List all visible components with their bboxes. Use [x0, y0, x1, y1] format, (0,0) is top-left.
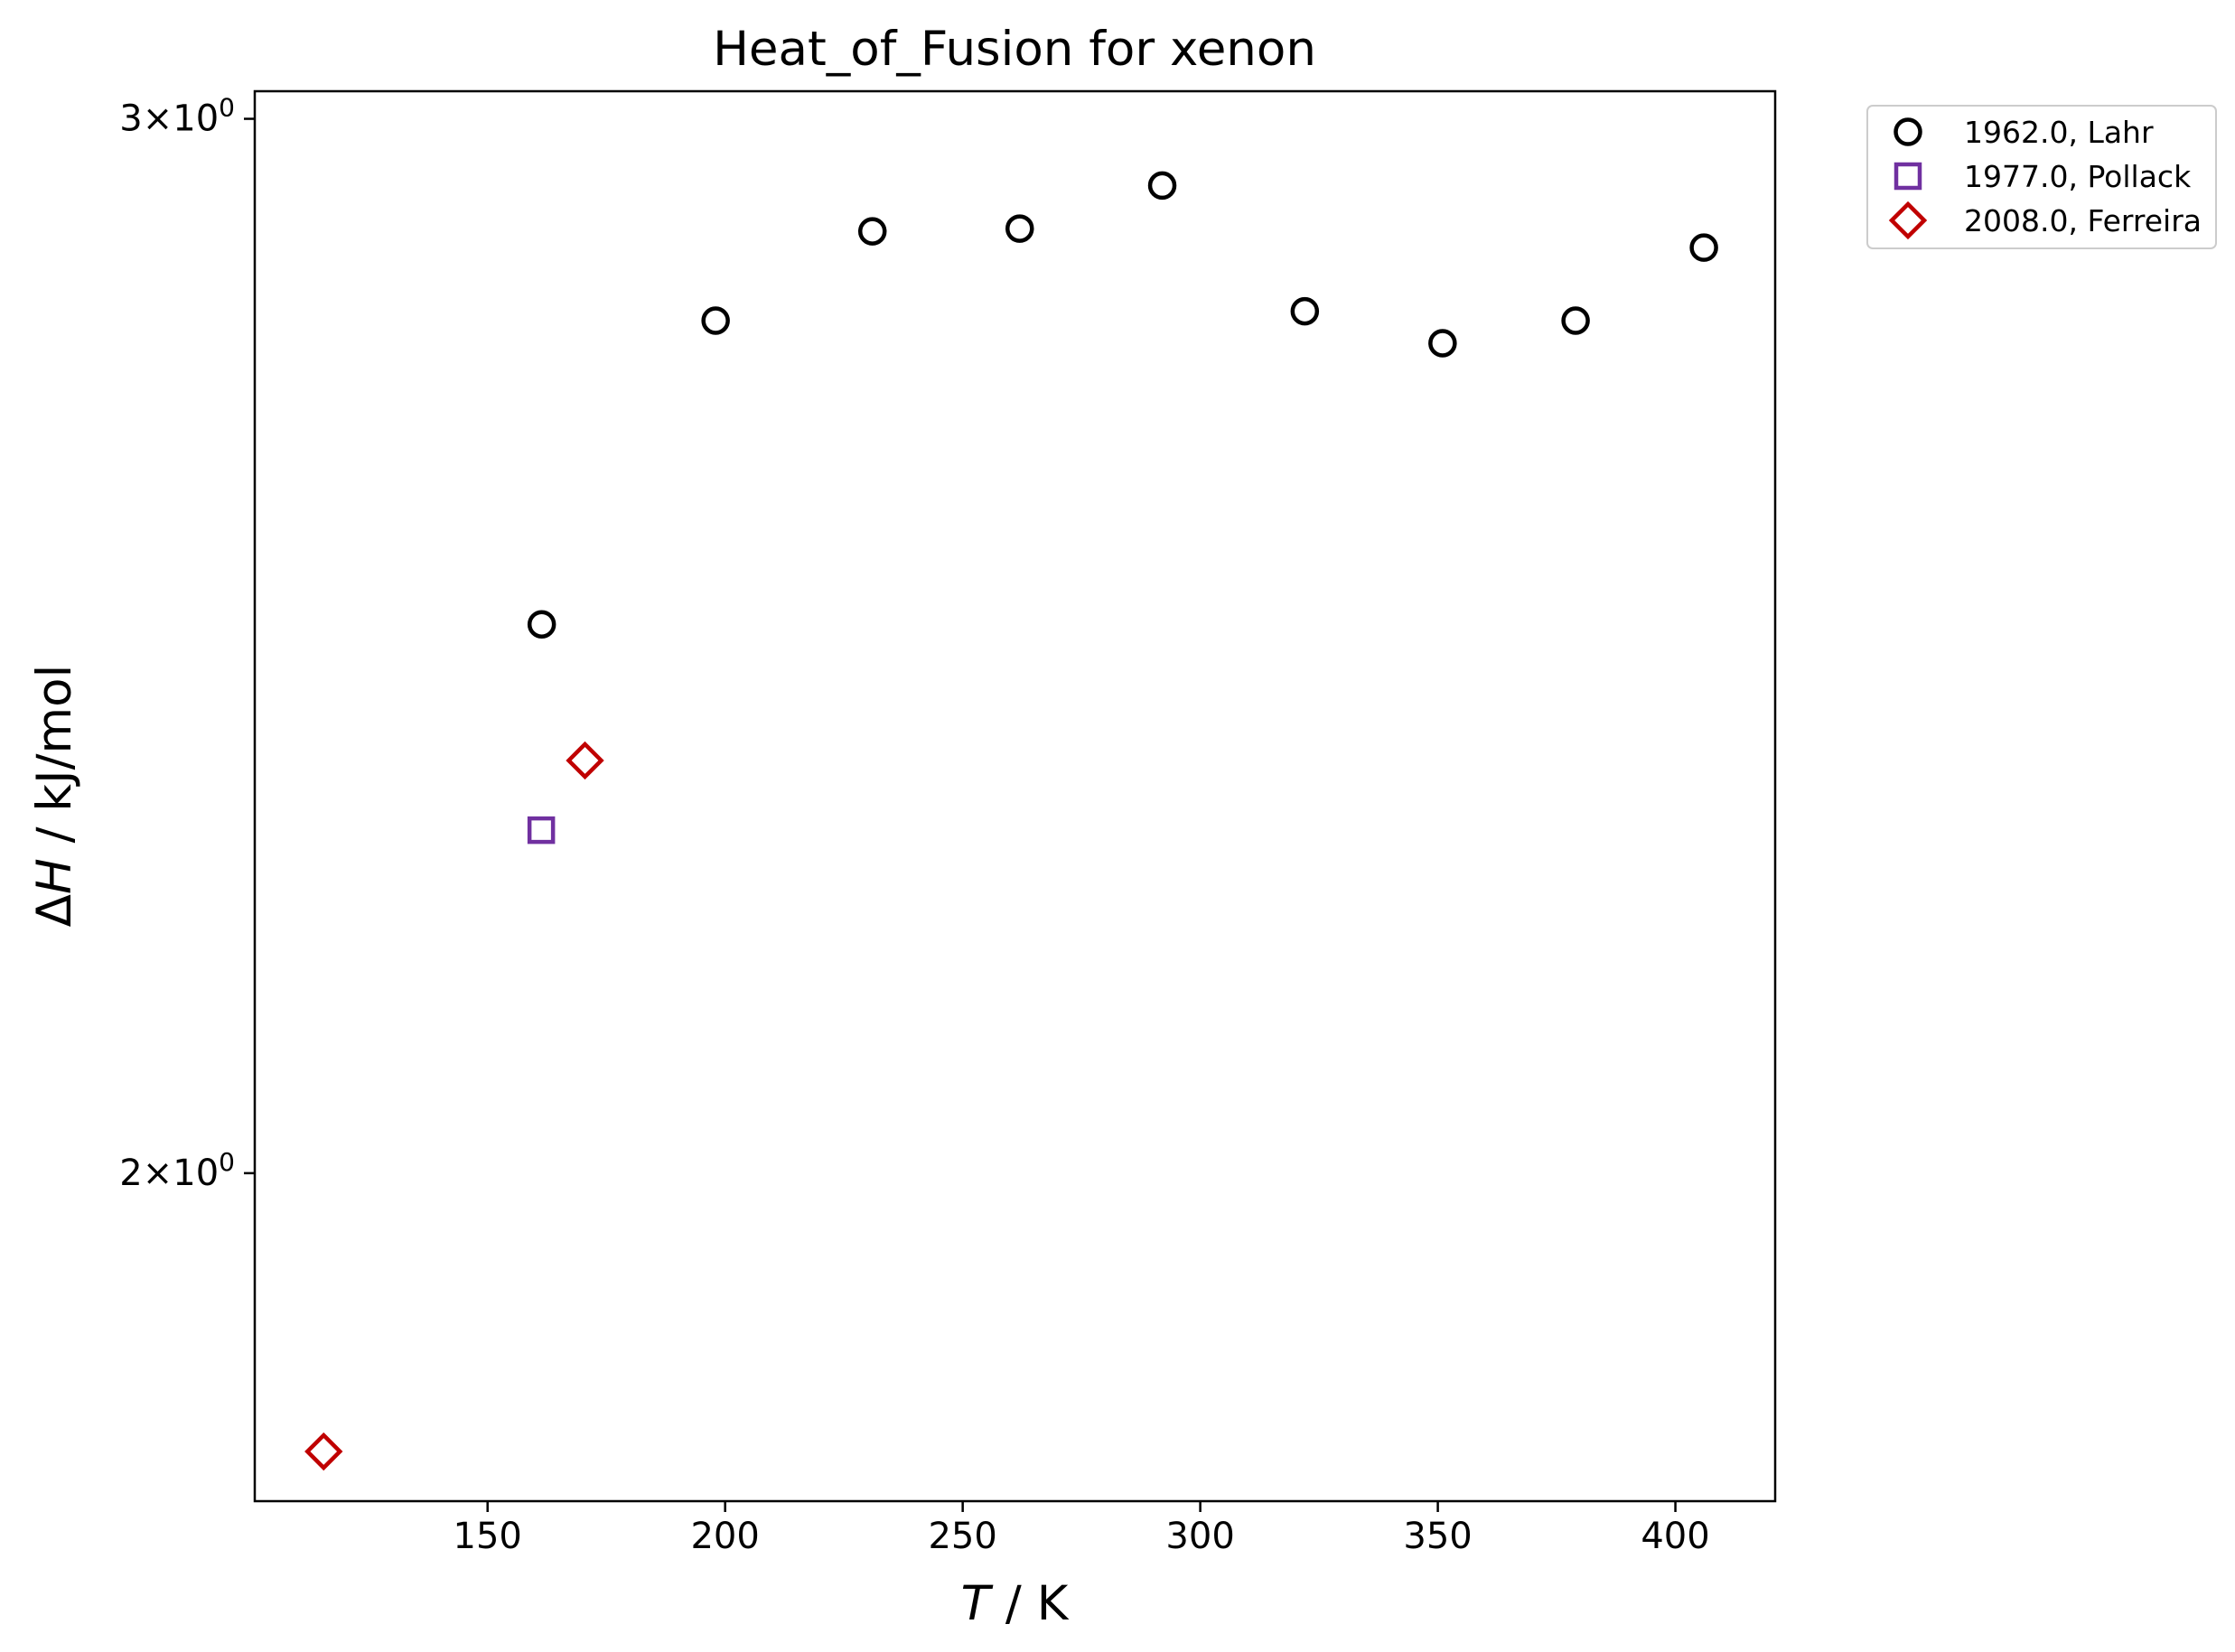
- data-point-circle: [1689, 233, 1718, 262]
- data-markers: [304, 171, 1718, 1471]
- y-axis-delta: Δ: [27, 894, 82, 927]
- x-tick-label: 250: [928, 1516, 996, 1557]
- data-point-circle: [857, 217, 887, 246]
- plot-area: 150 200 250 300 350 400 2×100 3×100: [119, 89, 1777, 1557]
- legend-marker-diamond: [1888, 201, 1928, 240]
- legend-label: 1962.0, Lahr: [1964, 115, 2154, 150]
- legend-marker-circle: [1894, 117, 1922, 146]
- data-point-circle: [1290, 296, 1320, 326]
- data-point-diamond: [304, 1432, 343, 1471]
- chart-title: Heat_of_Fusion for xenon: [713, 22, 1316, 77]
- y-tick-label: 3×100: [119, 93, 235, 140]
- y-tick-label: 2×100: [119, 1147, 235, 1194]
- x-tick-label: 350: [1403, 1516, 1472, 1557]
- x-axis-label: T / K: [961, 1576, 1070, 1631]
- data-point-circle: [1428, 329, 1457, 358]
- x-tick-label: 400: [1641, 1516, 1709, 1557]
- y-axis-symbol: H: [27, 858, 82, 894]
- data-point-circle: [701, 306, 730, 335]
- legend-label: 2008.0, Ferreira: [1964, 203, 2202, 238]
- legend-label: 1977.0, Pollack: [1964, 159, 2192, 194]
- x-axis-unit: / K: [990, 1576, 1070, 1631]
- data-point-circle: [527, 610, 556, 639]
- legend-frame: [1866, 105, 2217, 249]
- x-tick-label: 200: [690, 1516, 759, 1557]
- x-tick-label: 150: [454, 1516, 522, 1557]
- x-tick-label: 300: [1165, 1516, 1234, 1557]
- data-point-diamond: [566, 741, 604, 780]
- data-point-circle: [1561, 306, 1590, 335]
- legend: 1962.0, Lahr 1977.0, Pollack 2008.0, Ferre…: [1866, 105, 2217, 249]
- data-point-circle: [1147, 171, 1177, 201]
- y-axis-ticks: 2×100 3×100: [119, 93, 255, 1194]
- legend-marker-square: [1894, 162, 1922, 191]
- plot-frame: [253, 89, 1777, 1503]
- data-point-square: [527, 816, 556, 845]
- data-point-circle: [1005, 214, 1034, 243]
- x-axis-ticks: 150 200 250 300 350 400: [454, 1501, 1710, 1557]
- y-axis-unit: / kJ/mol: [27, 665, 82, 859]
- y-axis-label: ΔH / kJ/mol: [27, 665, 82, 928]
- x-axis-symbol: T: [961, 1576, 994, 1631]
